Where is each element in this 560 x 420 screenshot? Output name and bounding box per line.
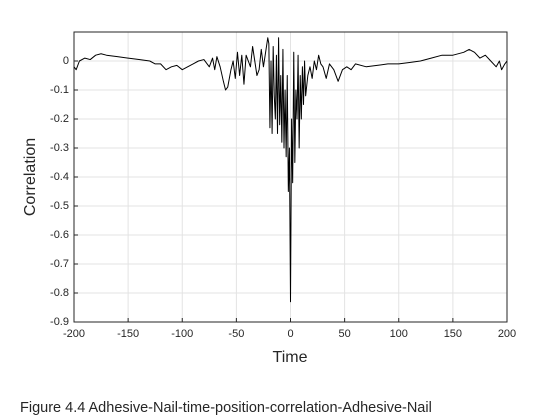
y-tick-label: -0.2 <box>50 113 69 125</box>
y-axis-label: Correlation <box>22 138 39 216</box>
y-tick-label: 0 <box>63 55 69 67</box>
x-tick-label: 50 <box>339 328 351 340</box>
y-tick-label: -0.7 <box>50 258 69 270</box>
y-tick-label: -0.9 <box>50 316 69 328</box>
x-tick-label: -100 <box>171 328 193 340</box>
y-tick-label: -0.6 <box>50 229 69 241</box>
y-tick-label: -0.3 <box>50 142 69 154</box>
x-axis-label: Time <box>273 349 308 366</box>
x-tick-label: -50 <box>228 328 244 340</box>
data-line <box>73 37 508 303</box>
x-tick-label: -200 <box>63 328 85 340</box>
y-tick-label: -0.5 <box>50 200 69 212</box>
x-tick-label: 200 <box>498 328 516 340</box>
caption: Figure 4.4 Adhesive-Nail-time-position-c… <box>20 400 432 416</box>
plot-frame <box>73 31 508 323</box>
x-tick-label: 100 <box>390 328 408 340</box>
y-tick-label: -0.8 <box>50 287 69 299</box>
x-tick-label: 150 <box>444 328 462 340</box>
x-tick-label: 0 <box>287 328 293 340</box>
x-tick-label: -150 <box>117 328 139 340</box>
y-tick-label: -0.1 <box>50 84 69 96</box>
y-tick-label: -0.4 <box>50 171 69 183</box>
